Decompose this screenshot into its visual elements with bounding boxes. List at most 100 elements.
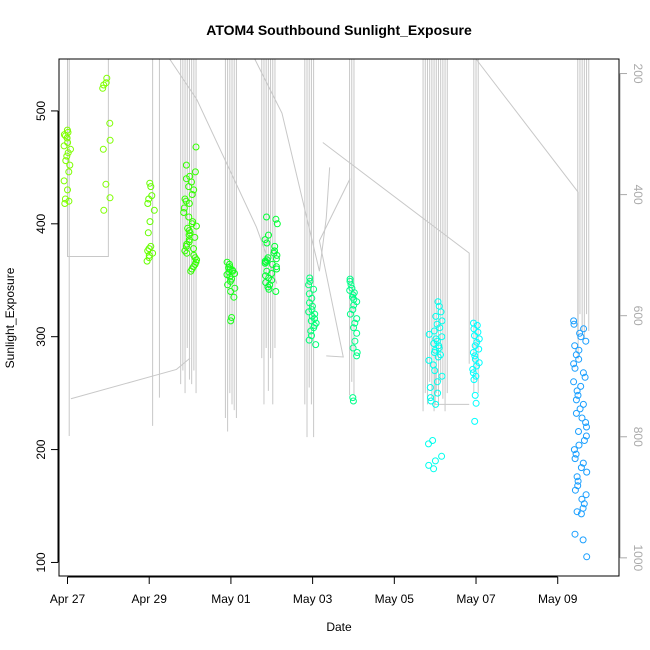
data-point xyxy=(100,206,108,214)
data-point xyxy=(192,143,200,151)
data-point xyxy=(349,344,357,352)
data-point xyxy=(571,486,579,494)
data-point xyxy=(265,231,272,239)
y-tick-label: 200 xyxy=(34,439,48,459)
data-point xyxy=(438,317,446,325)
data-point xyxy=(573,387,581,395)
data-point xyxy=(581,373,589,381)
data-point xyxy=(227,317,235,325)
data-point xyxy=(60,177,68,185)
x-tick-label: May 07 xyxy=(456,592,496,606)
data-point xyxy=(63,134,71,142)
data-point xyxy=(145,254,153,262)
x-tick-label: Apr 27 xyxy=(50,592,86,606)
y-tick-label: 500 xyxy=(34,101,48,121)
x-tick-label: Apr 29 xyxy=(132,592,168,606)
data-point xyxy=(229,267,237,275)
data-point xyxy=(431,367,439,375)
data-point xyxy=(580,437,588,444)
data-point xyxy=(353,329,361,337)
data-point xyxy=(353,349,361,356)
data-point xyxy=(577,464,585,472)
data-point xyxy=(185,213,193,221)
data-point xyxy=(351,337,359,345)
data-point xyxy=(272,255,280,263)
data-point xyxy=(571,455,579,463)
data-point xyxy=(227,288,235,295)
data-point xyxy=(185,200,193,207)
data-point xyxy=(434,389,442,397)
data-point xyxy=(351,319,359,327)
x-tick-label: May 01 xyxy=(211,592,251,606)
data-point xyxy=(437,308,445,316)
secondary-y-axis: 200 400 600 800 1000 xyxy=(619,64,645,572)
data-point xyxy=(427,397,435,405)
data-point xyxy=(306,274,314,282)
data-point xyxy=(261,236,269,244)
data-point xyxy=(434,353,442,361)
data-point xyxy=(224,281,232,289)
data-point xyxy=(425,356,433,364)
data-point xyxy=(430,327,438,335)
data-point xyxy=(272,215,280,223)
data-point xyxy=(473,362,481,370)
data-point xyxy=(106,119,114,127)
data-point xyxy=(308,302,316,310)
data-point xyxy=(350,324,357,332)
data-point xyxy=(350,301,358,309)
data-point xyxy=(469,349,477,356)
data-point xyxy=(263,213,270,221)
data-point xyxy=(430,349,438,356)
data-point xyxy=(472,399,480,407)
data-point xyxy=(225,264,233,272)
data-point xyxy=(471,391,479,399)
data-point xyxy=(575,441,583,449)
x-axis-label: Date xyxy=(326,620,352,634)
data-point xyxy=(572,396,580,404)
data-point xyxy=(191,168,199,176)
data-point xyxy=(62,157,70,165)
y2-tick-label: 400 xyxy=(631,185,645,205)
data-point xyxy=(571,342,579,350)
data-point xyxy=(305,336,313,344)
data-point xyxy=(438,372,446,380)
data-point xyxy=(436,324,444,332)
data-point xyxy=(192,222,200,230)
data-point xyxy=(583,553,591,561)
data-point xyxy=(571,364,579,372)
data-point xyxy=(190,186,198,194)
data-point xyxy=(570,446,578,454)
y-tick-label: 100 xyxy=(34,552,48,572)
data-point xyxy=(353,352,361,360)
data-point xyxy=(579,459,587,467)
data-point xyxy=(146,218,154,226)
data-point xyxy=(183,249,191,257)
data-point xyxy=(307,327,315,335)
data-point xyxy=(583,423,590,431)
data-point xyxy=(425,330,433,338)
data-point xyxy=(575,428,582,435)
data-point xyxy=(571,530,579,538)
data-point xyxy=(475,345,483,353)
y-axis-label: Sunlight_Exposure xyxy=(3,267,17,368)
y2-tick-label: 600 xyxy=(631,306,645,326)
plot-frame xyxy=(58,58,620,577)
data-point xyxy=(305,281,313,289)
data-point xyxy=(66,161,74,169)
y-tick-label: 300 xyxy=(34,326,48,346)
data-point xyxy=(429,437,437,444)
data-point xyxy=(64,186,71,194)
data-point xyxy=(99,145,107,153)
data-point xyxy=(573,508,581,516)
data-point xyxy=(273,265,281,273)
data-point xyxy=(576,329,584,337)
data-point xyxy=(65,197,73,205)
data-point xyxy=(181,247,189,255)
data-point xyxy=(188,191,196,198)
x-axis: Apr 27 Apr 29 May 01 May 03 May 05 May 07 May … xyxy=(50,576,578,606)
data-point xyxy=(65,168,73,176)
data-point xyxy=(572,409,580,417)
data-point xyxy=(61,200,69,207)
reference-line xyxy=(318,178,351,358)
data-point xyxy=(60,142,68,150)
